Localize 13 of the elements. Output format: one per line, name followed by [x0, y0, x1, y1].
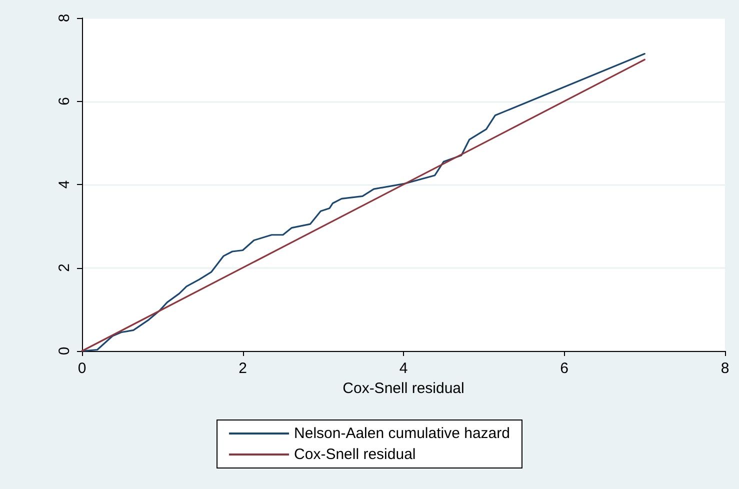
- x-tick-label: 8: [720, 360, 730, 377]
- x-tick-label: 0: [78, 360, 86, 377]
- y-tick-label: 2: [56, 264, 73, 272]
- x-tick-label: 4: [399, 360, 408, 377]
- y-tick-label: 0: [56, 346, 73, 356]
- y-tick-label: 4: [56, 180, 73, 189]
- legend-label: Cox-Snell residual: [294, 446, 416, 463]
- legend-label: Nelson-Aalen cumulative hazard: [294, 425, 510, 442]
- x-axis-title: Cox-Snell residual: [342, 380, 464, 397]
- y-tick-label: 6: [56, 97, 73, 106]
- x-tick-label: 2: [238, 360, 247, 377]
- x-tick-label: 6: [560, 360, 568, 377]
- y-tick-label: 8: [56, 14, 73, 22]
